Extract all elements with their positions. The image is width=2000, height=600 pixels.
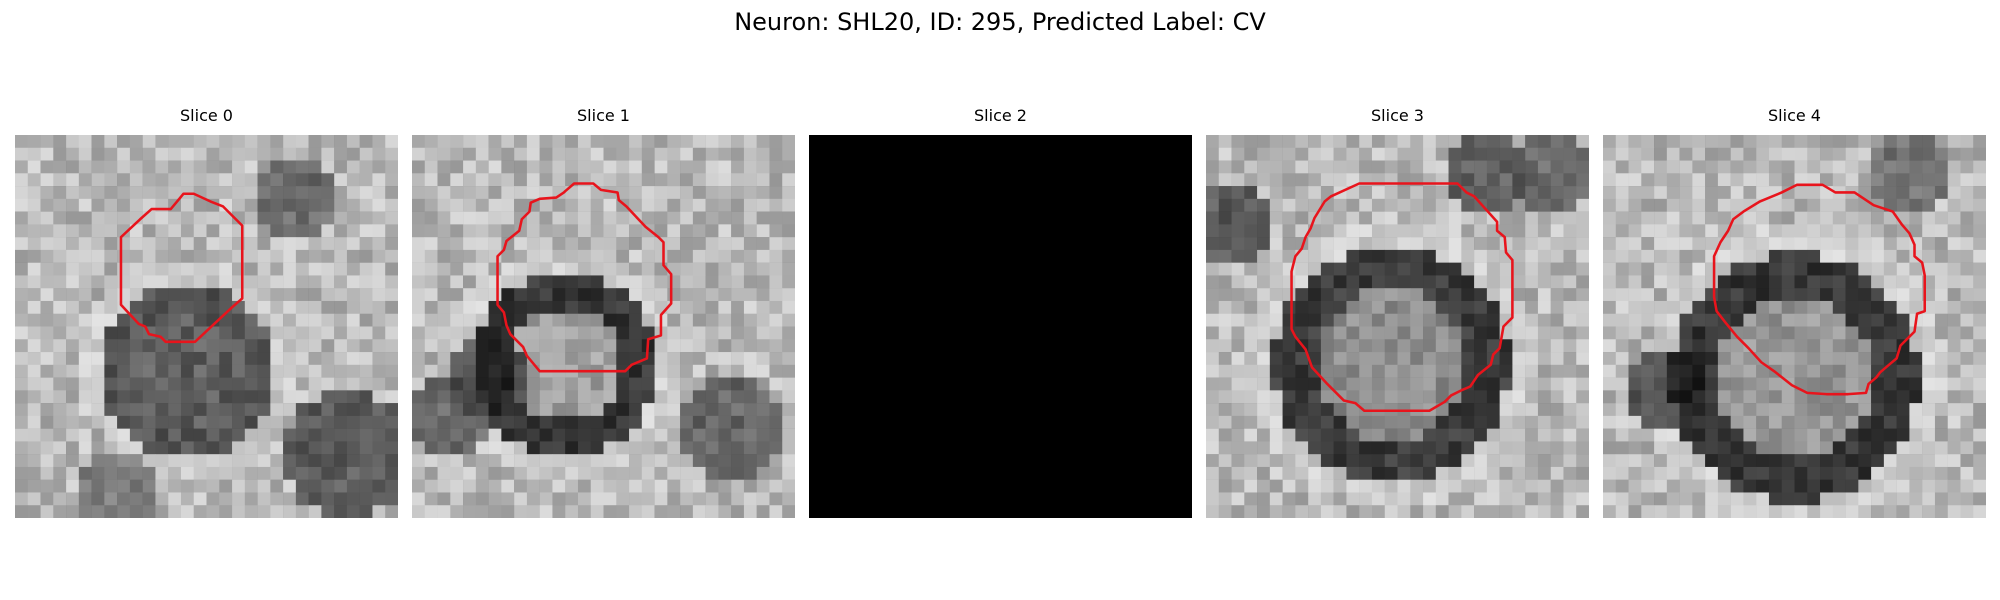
roi-contour [1712,183,1926,396]
figure-title: Neuron: SHL20, ID: 295, Predicted Label:… [734,8,1266,36]
roi-contour [119,192,244,344]
slice-panel-3: Slice 3 [1206,106,1589,518]
roi-contour [496,182,673,373]
slice-svg-4 [1603,135,1986,518]
slice-title-0: Slice 0 [180,106,233,125]
slice-image-3 [1206,135,1589,518]
pixel-grid [1603,135,1986,518]
roi-contour [1290,182,1514,413]
slice-svg-0 [15,135,398,518]
blank-frame [809,135,1192,518]
slice-panel-1: Slice 1 [412,106,795,518]
slice-image-1 [412,135,795,518]
slice-panel-2: Slice 2 [809,106,1192,518]
slice-svg-1 [412,135,795,518]
slice-panel-4: Slice 4 [1603,106,1986,518]
slice-title-3: Slice 3 [1371,106,1424,125]
slice-panel-0: Slice 0 [15,106,398,518]
slice-svg-2 [809,135,1192,518]
slice-image-4 [1603,135,1986,518]
slice-title-1: Slice 1 [577,106,630,125]
slice-image-0 [15,135,398,518]
slice-title-2: Slice 2 [974,106,1027,125]
pixel-grid [412,135,795,518]
pixel-grid [1206,135,1589,518]
slice-title-4: Slice 4 [1768,106,1821,125]
pixel-grid [15,135,398,518]
slice-svg-3 [1206,135,1589,518]
slice-image-2 [809,135,1192,518]
